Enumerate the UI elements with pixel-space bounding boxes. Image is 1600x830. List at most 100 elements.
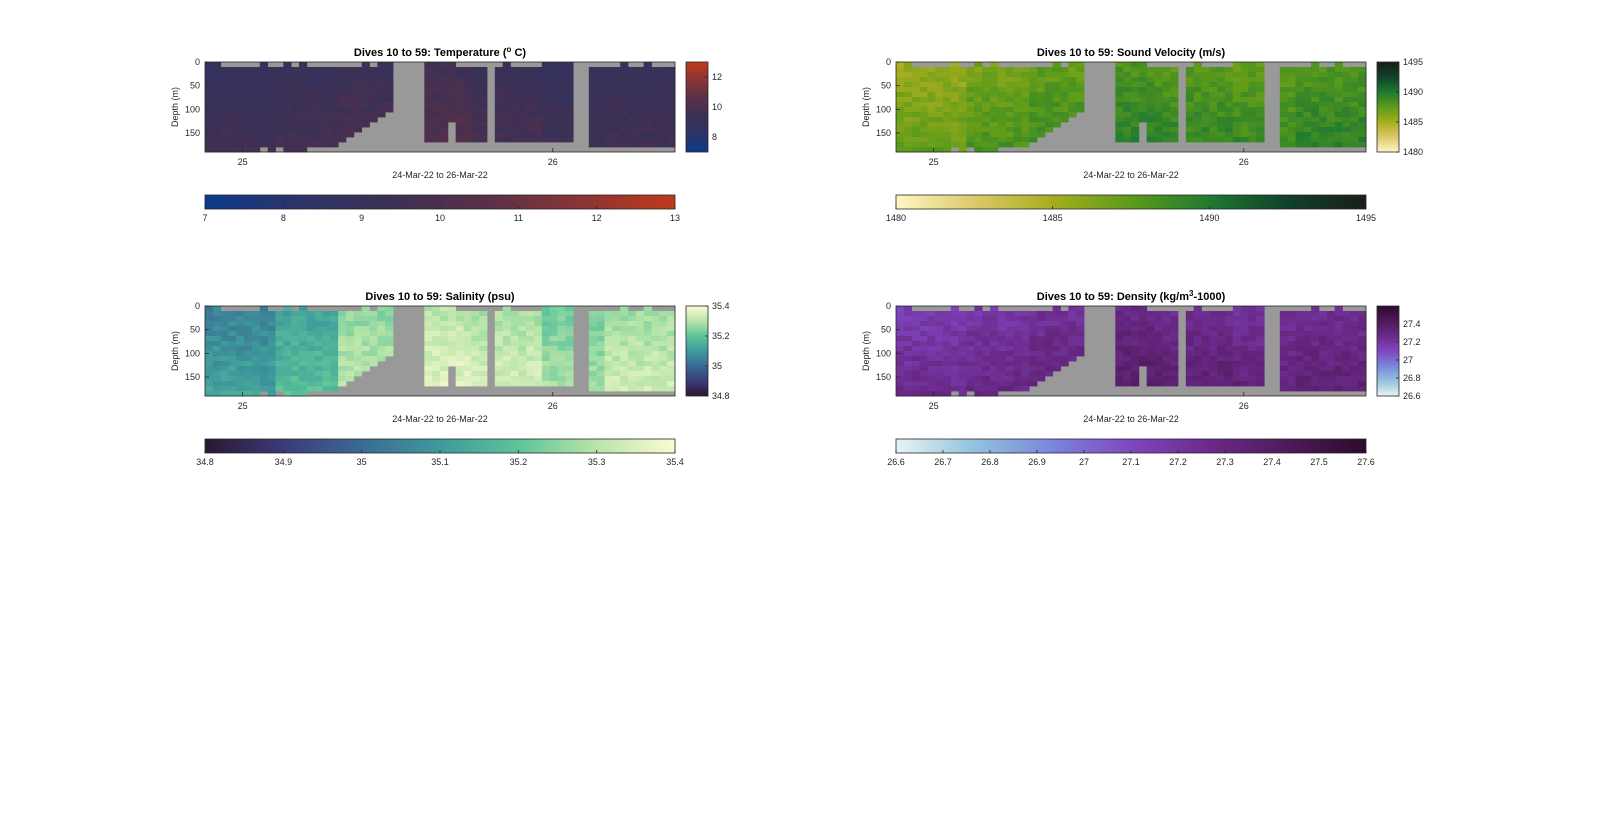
data-cell bbox=[974, 142, 983, 148]
data-cell bbox=[502, 356, 511, 362]
data-cell bbox=[588, 117, 598, 123]
data-cell bbox=[244, 72, 253, 78]
data-cell bbox=[1131, 87, 1140, 93]
data-cell bbox=[596, 311, 605, 317]
data-cell bbox=[432, 82, 441, 88]
data-cell bbox=[1201, 311, 1210, 317]
data-cell bbox=[440, 122, 449, 128]
data-cell bbox=[1076, 72, 1085, 78]
data-cell bbox=[463, 356, 472, 362]
data-cell bbox=[510, 77, 519, 83]
bottom-colorbar-label: 34.8 bbox=[196, 457, 214, 467]
data-cell bbox=[267, 102, 276, 108]
data-cell bbox=[510, 331, 519, 337]
data-cell bbox=[1013, 82, 1022, 88]
data-cell bbox=[314, 316, 323, 322]
data-cell bbox=[911, 87, 920, 93]
data-cell bbox=[1342, 117, 1351, 123]
data-cell bbox=[322, 122, 331, 128]
data-cell bbox=[432, 107, 441, 113]
data-cell bbox=[997, 336, 1007, 342]
data-cell bbox=[299, 361, 308, 367]
data-cell bbox=[1319, 341, 1328, 347]
data-cell bbox=[1162, 351, 1171, 357]
data-cell bbox=[1138, 107, 1148, 113]
data-cell bbox=[1162, 321, 1171, 327]
data-cell bbox=[1225, 376, 1234, 382]
data-cell bbox=[424, 82, 433, 88]
data-cell bbox=[1217, 356, 1226, 362]
data-cell bbox=[620, 117, 629, 123]
data-cell bbox=[283, 147, 292, 153]
data-cell bbox=[651, 341, 660, 347]
data-cell bbox=[1021, 87, 1030, 93]
data-cell bbox=[1154, 67, 1163, 73]
data-cell bbox=[1319, 336, 1328, 342]
data-cell bbox=[1201, 321, 1210, 327]
data-cell bbox=[1013, 376, 1022, 382]
data-cell bbox=[1005, 127, 1014, 133]
data-cell bbox=[361, 107, 370, 113]
data-cell bbox=[267, 82, 276, 88]
data-cell bbox=[997, 326, 1007, 332]
data-cell bbox=[1068, 321, 1077, 327]
data-cell bbox=[635, 381, 645, 387]
data-cell bbox=[1240, 87, 1249, 93]
data-cell bbox=[1013, 87, 1022, 93]
data-cell bbox=[244, 92, 253, 98]
data-cell bbox=[220, 127, 229, 133]
data-cell bbox=[1279, 112, 1289, 118]
data-cell bbox=[510, 82, 519, 88]
data-cell bbox=[259, 97, 269, 103]
data-cell bbox=[950, 316, 960, 322]
data-cell bbox=[259, 321, 269, 327]
data-cell bbox=[1209, 127, 1218, 133]
data-cell bbox=[1248, 356, 1257, 362]
data-cell bbox=[588, 356, 598, 362]
data-cell bbox=[1256, 137, 1265, 143]
data-cell bbox=[275, 361, 284, 367]
data-cell bbox=[346, 311, 355, 317]
data-cell bbox=[353, 321, 363, 327]
data-cell bbox=[306, 87, 316, 93]
data-cell bbox=[330, 67, 339, 73]
data-cell bbox=[919, 346, 928, 352]
data-cell bbox=[596, 122, 605, 128]
data-cell bbox=[1334, 376, 1343, 382]
data-cell bbox=[974, 87, 983, 93]
data-cell bbox=[1256, 381, 1265, 387]
data-cell bbox=[1044, 346, 1054, 352]
data-cell bbox=[236, 361, 245, 367]
data-cell bbox=[935, 336, 944, 342]
data-cell bbox=[1005, 142, 1014, 148]
data-cell bbox=[927, 142, 936, 148]
data-cell bbox=[1131, 82, 1140, 88]
data-cell bbox=[259, 346, 269, 352]
data-cell bbox=[1021, 321, 1030, 327]
data-cell bbox=[1256, 102, 1265, 108]
data-cell bbox=[1256, 376, 1265, 382]
data-cell bbox=[267, 122, 276, 128]
data-cell bbox=[1334, 122, 1343, 128]
side-colorbar-label: 27.2 bbox=[1403, 337, 1421, 347]
data-cell bbox=[1021, 132, 1030, 138]
data-cell bbox=[541, 366, 551, 372]
data-cell bbox=[463, 346, 472, 352]
data-cell bbox=[479, 336, 488, 342]
data-cell bbox=[974, 356, 983, 362]
data-cell bbox=[927, 97, 936, 103]
data-cell bbox=[526, 92, 535, 98]
data-cell bbox=[896, 326, 905, 332]
data-cell bbox=[966, 102, 975, 108]
data-cell bbox=[1013, 122, 1022, 128]
data-cell bbox=[974, 366, 983, 372]
data-cell bbox=[1303, 102, 1312, 108]
data-cell bbox=[259, 371, 269, 377]
data-cell bbox=[1021, 381, 1030, 387]
data-cell bbox=[1256, 371, 1265, 377]
data-cell bbox=[338, 77, 347, 83]
data-cell bbox=[1311, 112, 1320, 118]
data-cell bbox=[510, 97, 519, 103]
data-cell bbox=[314, 132, 323, 138]
data-cell bbox=[997, 316, 1007, 322]
